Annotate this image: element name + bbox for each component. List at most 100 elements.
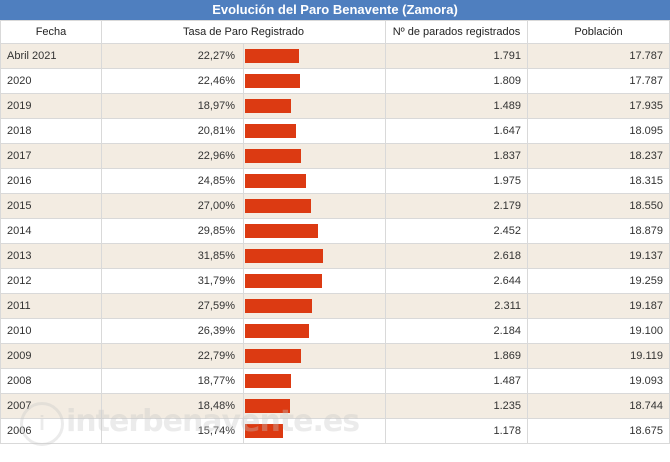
table-row: 2009 22,79% 1.869 19.119: [0, 343, 670, 369]
cell-parados: 2.184: [385, 318, 528, 344]
cell-fecha: 2018: [0, 118, 102, 144]
cell-fecha: 2016: [0, 168, 102, 194]
cell-poblacion: 18.550: [527, 193, 670, 219]
cell-poblacion: 17.935: [527, 93, 670, 119]
cell-tasa: 22,46%: [101, 68, 244, 94]
cell-fecha: 2012: [0, 268, 102, 294]
cell-tasa-bar: [243, 68, 386, 94]
cell-parados: 2.452: [385, 218, 528, 244]
cell-tasa-bar: [243, 193, 386, 219]
cell-fecha: 2017: [0, 143, 102, 169]
col-header-tasa: Tasa de Paro Registrado: [101, 20, 386, 44]
cell-tasa: 20,81%: [101, 118, 244, 144]
cell-parados: 1.869: [385, 343, 528, 369]
tasa-bar: [245, 399, 290, 413]
cell-tasa: 31,79%: [101, 268, 244, 294]
cell-tasa: 22,79%: [101, 343, 244, 369]
cell-poblacion: 19.093: [527, 368, 670, 394]
cell-tasa: 18,97%: [101, 93, 244, 119]
tasa-bar: [245, 299, 312, 313]
cell-fecha: 2007: [0, 393, 102, 419]
cell-tasa: 26,39%: [101, 318, 244, 344]
cell-tasa-bar: [243, 393, 386, 419]
col-header-fecha: Fecha: [0, 20, 102, 44]
cell-parados: 1.975: [385, 168, 528, 194]
cell-parados: 1.647: [385, 118, 528, 144]
paro-table: Fecha Tasa de Paro Registrado Nº de para…: [0, 20, 670, 444]
col-header-poblacion: Población: [527, 20, 670, 44]
cell-tasa-bar: [243, 168, 386, 194]
cell-tasa-bar: [243, 43, 386, 69]
tasa-bar: [245, 99, 291, 113]
table-row: 2011 27,59% 2.311 19.187: [0, 293, 670, 319]
table-row: 2019 18,97% 1.489 17.935: [0, 93, 670, 119]
cell-parados: 1.809: [385, 68, 528, 94]
col-header-parados: Nº de parados registrados: [385, 20, 528, 44]
cell-tasa-bar: [243, 318, 386, 344]
table-row: 2015 27,00% 2.179 18.550: [0, 193, 670, 219]
cell-poblacion: 19.137: [527, 243, 670, 269]
cell-poblacion: 18.315: [527, 168, 670, 194]
cell-fecha: 2015: [0, 193, 102, 219]
header-row: Fecha Tasa de Paro Registrado Nº de para…: [0, 20, 670, 44]
cell-parados: 1.487: [385, 368, 528, 394]
cell-fecha: 2019: [0, 93, 102, 119]
cell-tasa: 22,27%: [101, 43, 244, 69]
cell-tasa: 27,00%: [101, 193, 244, 219]
table-row: 2020 22,46% 1.809 17.787: [0, 68, 670, 94]
tasa-bar: [245, 224, 318, 238]
table-row: 2006 15,74% 1.178 18.675: [0, 418, 670, 444]
cell-tasa-bar: [243, 93, 386, 119]
cell-poblacion: 18.095: [527, 118, 670, 144]
tasa-bar: [245, 174, 306, 188]
cell-parados: 2.179: [385, 193, 528, 219]
cell-poblacion: 19.100: [527, 318, 670, 344]
cell-tasa: 22,96%: [101, 143, 244, 169]
cell-fecha: 2010: [0, 318, 102, 344]
cell-fecha: 2014: [0, 218, 102, 244]
cell-poblacion: 18.675: [527, 418, 670, 444]
cell-fecha: 2009: [0, 343, 102, 369]
tasa-bar: [245, 124, 296, 138]
table-body: Abril 2021 22,27% 1.791 17.787 2020 22,46% 1.8…: [0, 43, 670, 444]
table-row: Abril 2021 22,27% 1.791 17.787: [0, 43, 670, 69]
tasa-bar: [245, 424, 283, 438]
cell-tasa-bar: [243, 268, 386, 294]
cell-poblacion: 18.237: [527, 143, 670, 169]
cell-parados: 1.235: [385, 393, 528, 419]
cell-poblacion: 18.879: [527, 218, 670, 244]
table-row: 2016 24,85% 1.975 18.315: [0, 168, 670, 194]
tasa-bar: [245, 249, 323, 263]
tasa-bar: [245, 324, 309, 338]
tasa-bar: [245, 349, 301, 363]
cell-tasa-bar: [243, 243, 386, 269]
cell-fecha: 2006: [0, 418, 102, 444]
cell-fecha: 2013: [0, 243, 102, 269]
cell-tasa-bar: [243, 118, 386, 144]
cell-poblacion: 19.119: [527, 343, 670, 369]
tasa-bar: [245, 274, 322, 288]
tasa-bar: [245, 199, 311, 213]
cell-fecha: 2011: [0, 293, 102, 319]
cell-poblacion: 19.259: [527, 268, 670, 294]
tasa-bar: [245, 49, 299, 63]
cell-tasa: 18,48%: [101, 393, 244, 419]
cell-parados: 2.311: [385, 293, 528, 319]
chart-title: Evolución del Paro Benavente (Zamora): [0, 0, 670, 20]
cell-parados: 1.489: [385, 93, 528, 119]
cell-poblacion: 17.787: [527, 68, 670, 94]
cell-poblacion: 17.787: [527, 43, 670, 69]
table-row: 2013 31,85% 2.618 19.137: [0, 243, 670, 269]
cell-tasa-bar: [243, 143, 386, 169]
cell-fecha: 2020: [0, 68, 102, 94]
cell-tasa: 24,85%: [101, 168, 244, 194]
cell-poblacion: 18.744: [527, 393, 670, 419]
cell-parados: 1.791: [385, 43, 528, 69]
table-row: 2012 31,79% 2.644 19.259: [0, 268, 670, 294]
tasa-bar: [245, 149, 301, 163]
cell-tasa-bar: [243, 343, 386, 369]
cell-tasa-bar: [243, 293, 386, 319]
cell-tasa: 15,74%: [101, 418, 244, 444]
cell-tasa: 31,85%: [101, 243, 244, 269]
cell-parados: 2.644: [385, 268, 528, 294]
